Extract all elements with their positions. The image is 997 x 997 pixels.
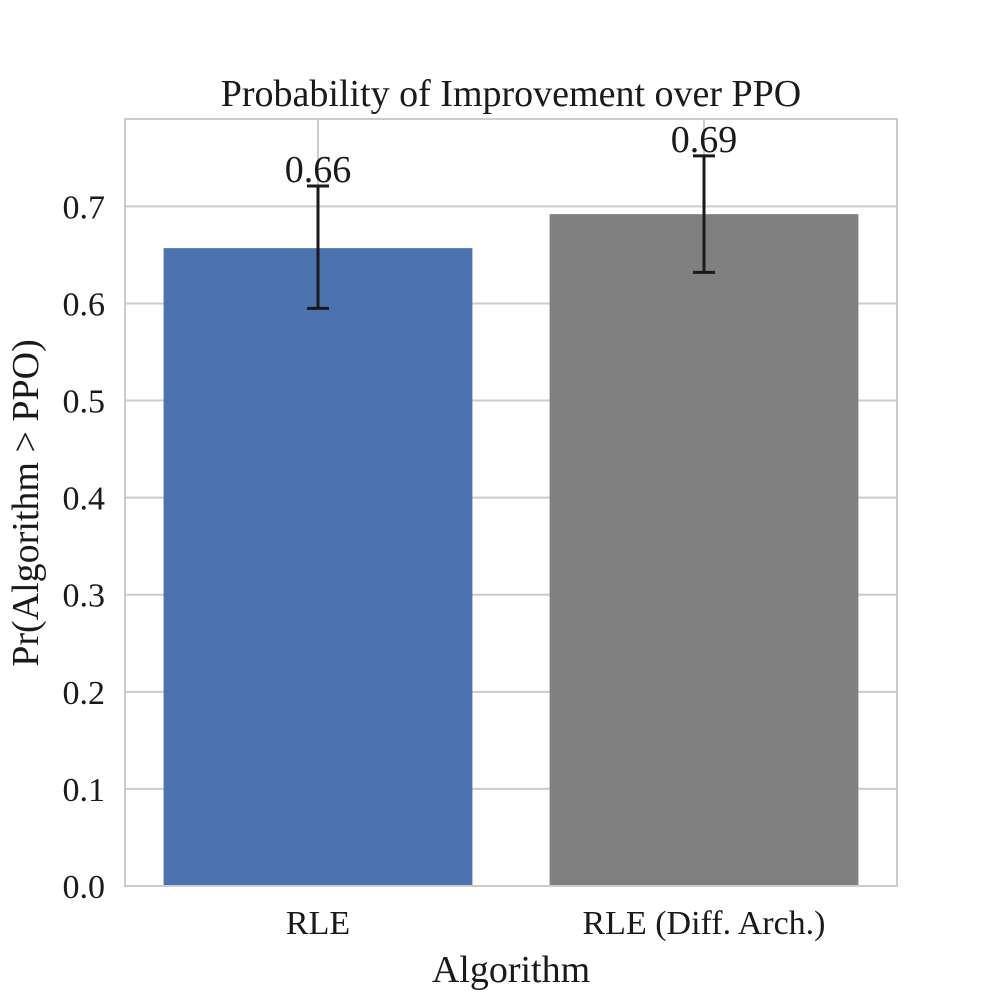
plot-frame (124, 118, 898, 887)
bars (163, 214, 859, 886)
error-bar (693, 154, 715, 274)
x-tick-label: RLE (286, 905, 350, 942)
bar (549, 214, 859, 886)
y-tick-label: 0.7 (63, 189, 106, 226)
y-tick-label: 0.4 (63, 481, 106, 518)
x-tick-label: RLE (Diff. Arch.) (583, 905, 826, 942)
data-labels: 0.66 0.69 (285, 119, 738, 191)
error-bars (307, 154, 715, 310)
x-axis-label: Algorithm (432, 949, 590, 991)
y-tick-label: 0.0 (63, 869, 106, 906)
y-tick-label: 0.3 (63, 578, 106, 615)
y-tick-labels: 0.0 0.1 0.2 0.3 0.4 0.5 0.6 0.7 (63, 189, 106, 906)
bar (163, 248, 473, 886)
y-tick-label: 0.2 (63, 675, 106, 712)
data-label: 0.69 (671, 119, 738, 161)
data-label: 0.66 (285, 149, 352, 191)
error-bar (307, 184, 329, 310)
x-tick-labels: RLE RLE (Diff. Arch.) (286, 905, 826, 942)
y-tick-label: 0.6 (63, 286, 106, 323)
chart-title: Probability of Improvement over PPO (221, 73, 801, 115)
y-axis-label: Pr(Algorithm > PPO) (5, 339, 47, 667)
y-tick-label: 0.5 (63, 384, 106, 421)
y-tick-label: 0.1 (63, 772, 106, 809)
